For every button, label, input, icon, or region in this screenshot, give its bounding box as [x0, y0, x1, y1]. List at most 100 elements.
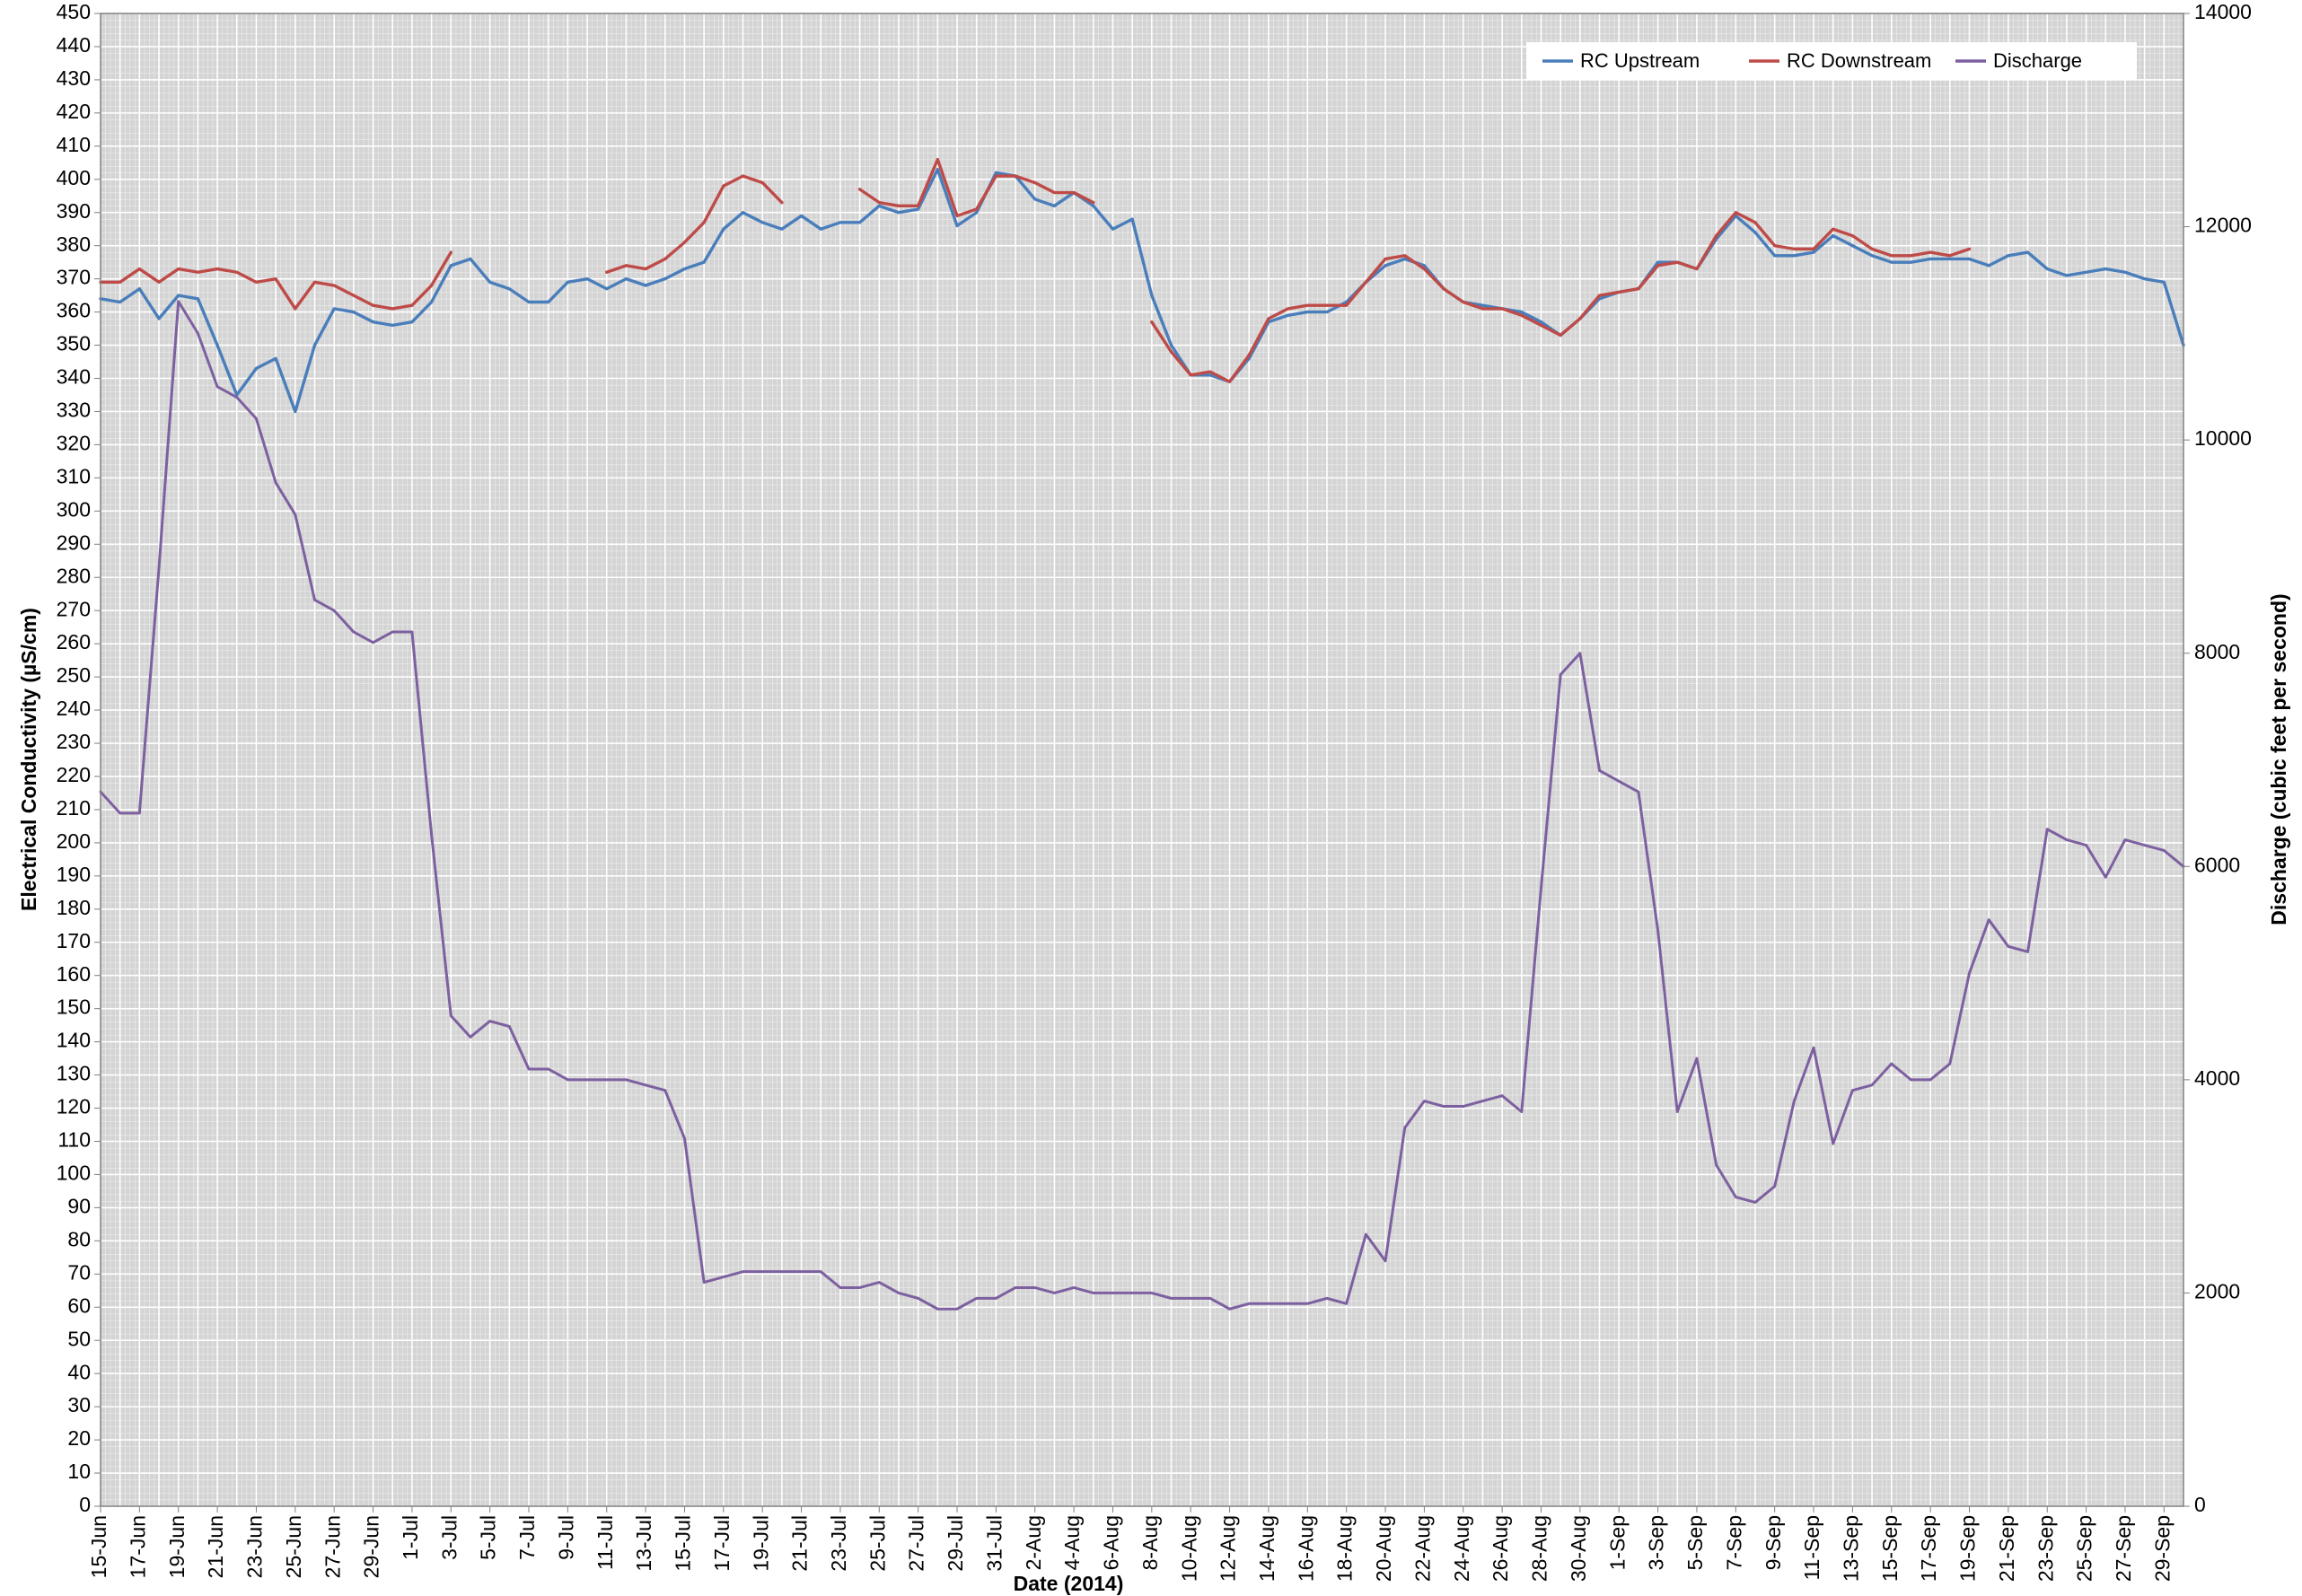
y-tick-label: 370	[57, 266, 91, 289]
x-tick-label: 3-Jul	[437, 1515, 461, 1560]
x-axis-title: Date (2014)	[1014, 1572, 1124, 1595]
x-tick-label: 25-Sep	[2073, 1515, 2096, 1582]
x-tick-label: 14-Aug	[1255, 1515, 1278, 1582]
y-tick-label: 170	[57, 929, 91, 952]
y-tick-label: 400	[57, 166, 91, 189]
y-tick-label: 200	[57, 829, 91, 853]
y-tick-label: 160	[57, 962, 91, 986]
y-tick-label: 290	[57, 531, 91, 554]
x-tick-label: 21-Jul	[788, 1515, 812, 1572]
y-tick-label: 350	[57, 332, 91, 355]
x-tick-label: 8-Aug	[1138, 1515, 1162, 1570]
y-tick-label: 20	[67, 1426, 91, 1450]
legend-label: RC Downstream	[1787, 49, 1931, 72]
y-tick-label: 320	[57, 432, 91, 455]
y2-tick-label: 12000	[2194, 214, 2252, 237]
y2-tick-label: 8000	[2194, 640, 2240, 663]
x-tick-label: 17-Jun	[126, 1515, 149, 1578]
y-tick-label: 410	[57, 133, 91, 156]
x-tick-label: 31-Jul	[982, 1515, 1006, 1572]
y-tick-label: 360	[57, 299, 91, 322]
y-tick-label: 330	[57, 399, 91, 422]
y-tick-label: 310	[57, 464, 91, 487]
legend-box	[1526, 42, 2137, 80]
legend: RC Upstream RC Downstream Discharge	[1526, 42, 2137, 80]
grid	[100, 13, 2184, 1507]
x-tick-label: 26-Aug	[1489, 1515, 1512, 1582]
x-tick-label: 20-Aug	[1372, 1515, 1395, 1582]
y-tick-label: 430	[57, 66, 91, 90]
x-tick-label: 7-Sep	[1722, 1515, 1745, 1570]
plot-frame	[100, 13, 2184, 1507]
y-tick-label: 110	[57, 1128, 91, 1152]
x-tick-label: 29-Jun	[360, 1515, 383, 1578]
x-tick-label: 12-Aug	[1217, 1515, 1240, 1582]
x-tick-label: 17-Sep	[1917, 1515, 1940, 1582]
x-tick-label: 22-Aug	[1410, 1515, 1434, 1582]
y2-tick-label: 0	[2194, 1493, 2206, 1516]
y-tick-label: 60	[67, 1293, 91, 1317]
y2-axis-title: Discharge (cubic feet per second)	[2267, 593, 2290, 925]
x-tick-label: 5-Jul	[477, 1515, 500, 1560]
x-tick-label: 17-Jul	[710, 1515, 734, 1572]
x-tick-label: 30-Aug	[1567, 1515, 1590, 1582]
x-tick-label: 4-Aug	[1060, 1515, 1084, 1570]
x-tick-label: 27-Sep	[2112, 1515, 2135, 1582]
y-tick-label: 220	[57, 763, 91, 786]
x-tick-label: 11-Jul	[593, 1515, 617, 1570]
y-tick-label: 80	[67, 1227, 91, 1250]
y-tick-label: 270	[57, 597, 91, 620]
y-tick-label: 440	[57, 33, 91, 57]
x-tick-label: 19-Jul	[749, 1515, 772, 1572]
x-tick-label: 1-Jul	[399, 1515, 422, 1560]
y-tick-label: 150	[57, 995, 91, 1019]
x-tick-label: 25-Jul	[865, 1515, 889, 1572]
x-tick-label: 21-Sep	[1995, 1515, 2018, 1582]
x-tick-label: 16-Aug	[1294, 1515, 1317, 1582]
x-tick-label: 19-Sep	[1956, 1515, 1980, 1582]
y-tick-label: 390	[57, 199, 91, 223]
x-tick-label: 11-Sep	[1800, 1515, 1823, 1580]
x-tick-label: 21-Jun	[204, 1515, 227, 1578]
y2-tick-label: 6000	[2194, 853, 2240, 876]
y-tick-label: 340	[57, 365, 91, 389]
legend-label: RC Upstream	[1580, 49, 1700, 72]
plot-minor-grid	[101, 13, 2183, 1506]
x-tick-label: 6-Aug	[1100, 1515, 1123, 1570]
y-tick-label: 300	[57, 497, 91, 521]
legend-label: Discharge	[1993, 49, 2082, 72]
y-tick-label: 50	[67, 1327, 91, 1350]
y-tick-label: 260	[57, 630, 91, 653]
x-tick-label: 23-Jun	[243, 1515, 267, 1578]
x-tick-label: 2-Aug	[1022, 1515, 1045, 1570]
y-tick-label: 140	[57, 1029, 91, 1052]
series-line	[99, 167, 2185, 414]
x-tick-label: 23-Jul	[827, 1515, 850, 1572]
y-tick-label: 30	[67, 1393, 91, 1416]
y-tick-label: 450	[57, 0, 91, 23]
y-tick-label: 420	[57, 100, 91, 123]
x-tick-label: 7-Jul	[515, 1515, 539, 1560]
axes: 0 10 20 30 40 50 60 70 80 90 100 110 120 130 140 150 160…	[57, 0, 2252, 1582]
y-tick-label: 40	[67, 1360, 91, 1383]
series-line	[99, 157, 1972, 383]
x-tick-label: 10-Aug	[1177, 1515, 1200, 1582]
y-tick-label: 250	[57, 663, 91, 687]
y-tick-label: 0	[79, 1493, 91, 1516]
x-tick-label: 13-Sep	[1839, 1515, 1862, 1582]
y-tick-label: 180	[57, 896, 91, 919]
x-tick-label: 19-Jun	[165, 1515, 189, 1578]
y-tick-label: 90	[67, 1194, 91, 1217]
y2-tick-label: 10000	[2194, 426, 2252, 450]
x-tick-label: 9-Sep	[1762, 1515, 1785, 1570]
x-tick-label: 29-Sep	[2150, 1515, 2174, 1582]
x-tick-label: 27-Jul	[905, 1515, 928, 1572]
x-tick-label: 15-Jun	[87, 1515, 110, 1578]
y-tick-label: 130	[57, 1062, 91, 1085]
y-tick-label: 210	[57, 796, 91, 820]
x-tick-label: 5-Sep	[1683, 1515, 1707, 1570]
x-tick-label: 18-Aug	[1333, 1515, 1357, 1582]
y-tick-label: 240	[57, 697, 91, 720]
